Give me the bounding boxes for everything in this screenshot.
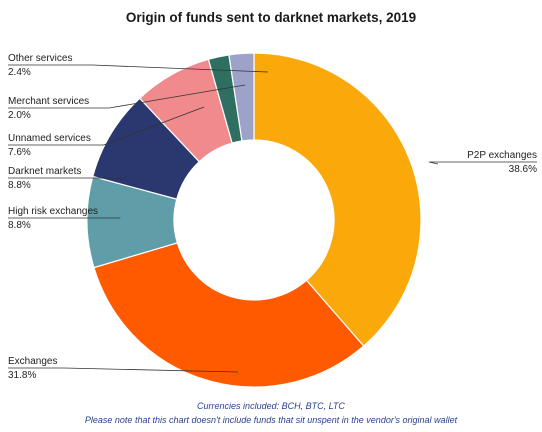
donut-slice-other-services bbox=[228, 52, 255, 142]
slice-label-p2p-exchanges: P2P exchanges 38.6% bbox=[428, 150, 537, 175]
slice-label-value: 38.6% bbox=[509, 164, 537, 175]
slice-label-name: High risk exchanges bbox=[8, 206, 98, 217]
footnote-currencies: Currencies included: BCH, BTC, LTC bbox=[197, 401, 345, 411]
slice-label-name: Other services bbox=[8, 53, 72, 64]
slice-label-name: Unnamed services bbox=[8, 133, 91, 144]
chart-title: Origin of funds sent to darknet markets,… bbox=[125, 10, 417, 25]
slice-label-merchant-services: Merchant services 2.0% bbox=[8, 84, 246, 121]
slice-label-other-services: Other services 2.4% bbox=[8, 53, 269, 78]
slice-label-value: 8.8% bbox=[8, 180, 31, 191]
donut-slice-p2p-exchanges bbox=[253, 52, 422, 347]
slice-label-name: Merchant services bbox=[8, 96, 89, 107]
donut-chart: P2P exchanges 38.6% Exchanges 31.8% High ris… bbox=[8, 52, 537, 388]
leader-line bbox=[8, 367, 239, 373]
slice-label-name: P2P exchanges bbox=[467, 150, 537, 161]
slice-label-name: Exchanges bbox=[8, 356, 57, 367]
leader-line bbox=[8, 64, 269, 73]
slice-label-value: 31.8% bbox=[8, 370, 36, 381]
slice-label-value: 8.8% bbox=[8, 220, 31, 231]
slice-label-darknet-markets: Darknet markets 8.8% bbox=[8, 166, 127, 191]
leader-line bbox=[8, 177, 127, 180]
slice-label-exchanges: Exchanges 31.8% bbox=[8, 356, 239, 381]
leader-line bbox=[8, 106, 205, 146]
slice-label-value: 7.6% bbox=[8, 147, 31, 158]
leader-line bbox=[428, 161, 537, 165]
footnote-unspent-note: Please note that this chart doesn't incl… bbox=[84, 415, 458, 425]
slice-label-name: Darknet markets bbox=[8, 166, 81, 177]
slice-label-high-risk-exchanges: High risk exchanges 8.8% bbox=[8, 206, 121, 231]
slice-label-unnamed-services: Unnamed services 7.6% bbox=[8, 106, 205, 158]
slice-label-value: 2.0% bbox=[8, 110, 31, 121]
leader-line bbox=[8, 84, 246, 109]
donut-slice-exchanges bbox=[93, 242, 365, 388]
slice-label-value: 2.4% bbox=[8, 67, 31, 78]
